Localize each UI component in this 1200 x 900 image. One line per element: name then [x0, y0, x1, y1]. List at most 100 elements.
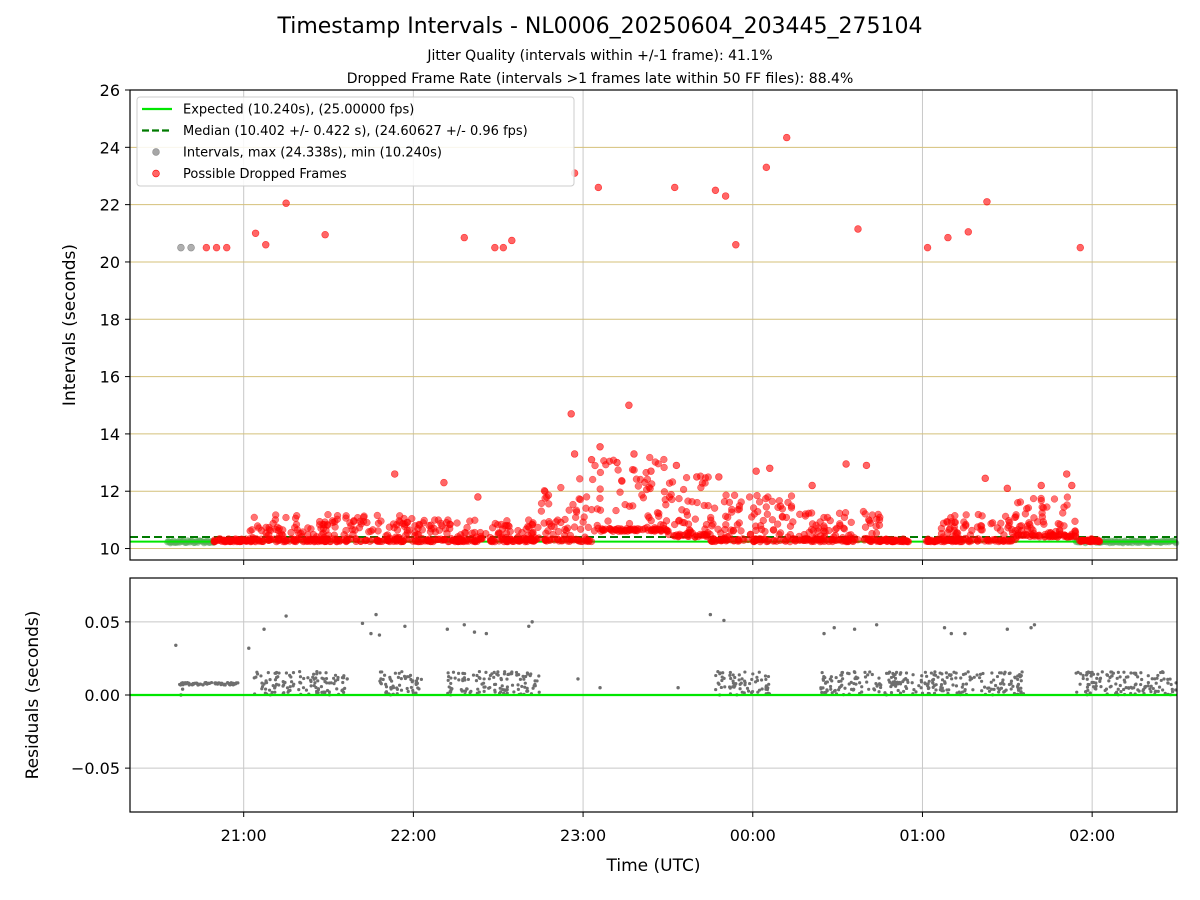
dropped-frame-point [818, 535, 826, 543]
residual-point [268, 678, 272, 682]
residual-point [461, 677, 465, 681]
dropped-frame-point [342, 512, 350, 520]
residual-point [971, 688, 975, 692]
dropped-frame-point [976, 536, 985, 544]
residual-point [834, 675, 838, 680]
dropped-frame-point [717, 537, 725, 545]
dropped-frame-point [202, 243, 211, 252]
residual-point [318, 671, 322, 675]
dropped-frame-point [847, 518, 855, 526]
residual-point [273, 690, 277, 694]
residual-point [315, 670, 319, 674]
residual-point [306, 676, 310, 680]
dropped-frame-point [324, 510, 332, 519]
dropped-frame-point [769, 526, 777, 534]
dropped-frame-point [377, 517, 385, 525]
residual-point [196, 683, 200, 687]
dropped-frame-point [1000, 531, 1008, 539]
residual-point [720, 675, 724, 679]
dropped-frame-point [776, 502, 785, 510]
dropped-frame-point [378, 537, 386, 546]
dropped-frame-point [466, 517, 474, 525]
residual-point [1154, 681, 1158, 685]
residual-point [755, 675, 759, 679]
dropped-frame-point [682, 473, 691, 482]
residual-point [1149, 684, 1153, 688]
residual-point [1032, 623, 1037, 627]
residual-point [297, 687, 301, 692]
dropped-frame-point [618, 476, 626, 485]
residual-point [1156, 689, 1160, 693]
residual-point [1116, 670, 1120, 674]
residual-point [960, 685, 964, 689]
dropped-frame-point [769, 537, 777, 545]
residual-point [847, 672, 851, 676]
residual-point [961, 672, 966, 677]
residual-point [537, 690, 541, 694]
residual-point [1008, 671, 1012, 675]
dropped-frame-point [246, 527, 254, 535]
residual-point [833, 688, 837, 693]
residual-point [757, 670, 761, 674]
residual-point [1003, 670, 1007, 674]
residual-point [929, 671, 933, 675]
residual-point [1118, 675, 1122, 679]
residual-point [332, 682, 336, 686]
residual-point [598, 685, 602, 690]
residual-point [1140, 677, 1144, 682]
residual-point [719, 685, 723, 690]
residual-point [945, 675, 949, 680]
residual-point [728, 670, 732, 675]
dropped-frame-point [691, 515, 699, 523]
dropped-frame-point [710, 504, 719, 512]
dropped-frame-point [212, 243, 221, 252]
residual-point [978, 676, 982, 680]
residual-point [863, 675, 868, 679]
residual-point [285, 686, 290, 690]
dropped-frame-point [941, 537, 949, 545]
residual-point [521, 674, 525, 678]
dropped-frame-point [826, 517, 834, 525]
residual-point [482, 677, 486, 681]
dropped-frame-point [250, 513, 258, 521]
dropped-frame-point [587, 455, 596, 464]
residual-point [1002, 690, 1006, 694]
dropped-frame-point [319, 524, 328, 533]
residual-point [1019, 686, 1023, 690]
dropped-frame-point [762, 495, 770, 503]
dropped-frame-point [565, 506, 573, 514]
dropped-frame-point [211, 537, 219, 546]
dropped-frame-point [491, 243, 499, 252]
dropped-frame-point [678, 518, 687, 527]
dropped-frame-point [575, 537, 583, 545]
dropped-frame-point [693, 473, 701, 481]
dropped-frame-point [537, 507, 546, 515]
dropped-frame-point [801, 512, 810, 520]
residual-point [995, 674, 1000, 679]
residual-point [462, 623, 466, 627]
residual-point [743, 679, 747, 683]
y-tick-label: 18 [100, 310, 120, 329]
residual-point [751, 672, 755, 676]
residual-point [1157, 685, 1162, 689]
dropped-frame-point [1003, 484, 1012, 493]
residual-point [341, 676, 346, 680]
dropped-frame-point [978, 512, 986, 520]
residual-point [975, 673, 979, 677]
dropped-frame-point [862, 461, 871, 470]
dropped-frame-point [671, 520, 679, 529]
residual-point [944, 671, 948, 675]
dropped-frame-point [596, 443, 604, 451]
dropped-frame-point [943, 517, 951, 526]
dropped-frame-point [1060, 503, 1068, 511]
residual-point [760, 678, 764, 682]
dropped-frame-point [708, 522, 716, 530]
dropped-frame-point [1047, 533, 1056, 541]
dropped-frame-point [675, 494, 683, 503]
residual-point [379, 681, 383, 685]
residual-point [449, 690, 453, 694]
residual-point [949, 631, 954, 636]
dropped-frame-point [462, 536, 471, 544]
dropped-frame-point [274, 534, 283, 543]
residual-point [414, 679, 419, 683]
